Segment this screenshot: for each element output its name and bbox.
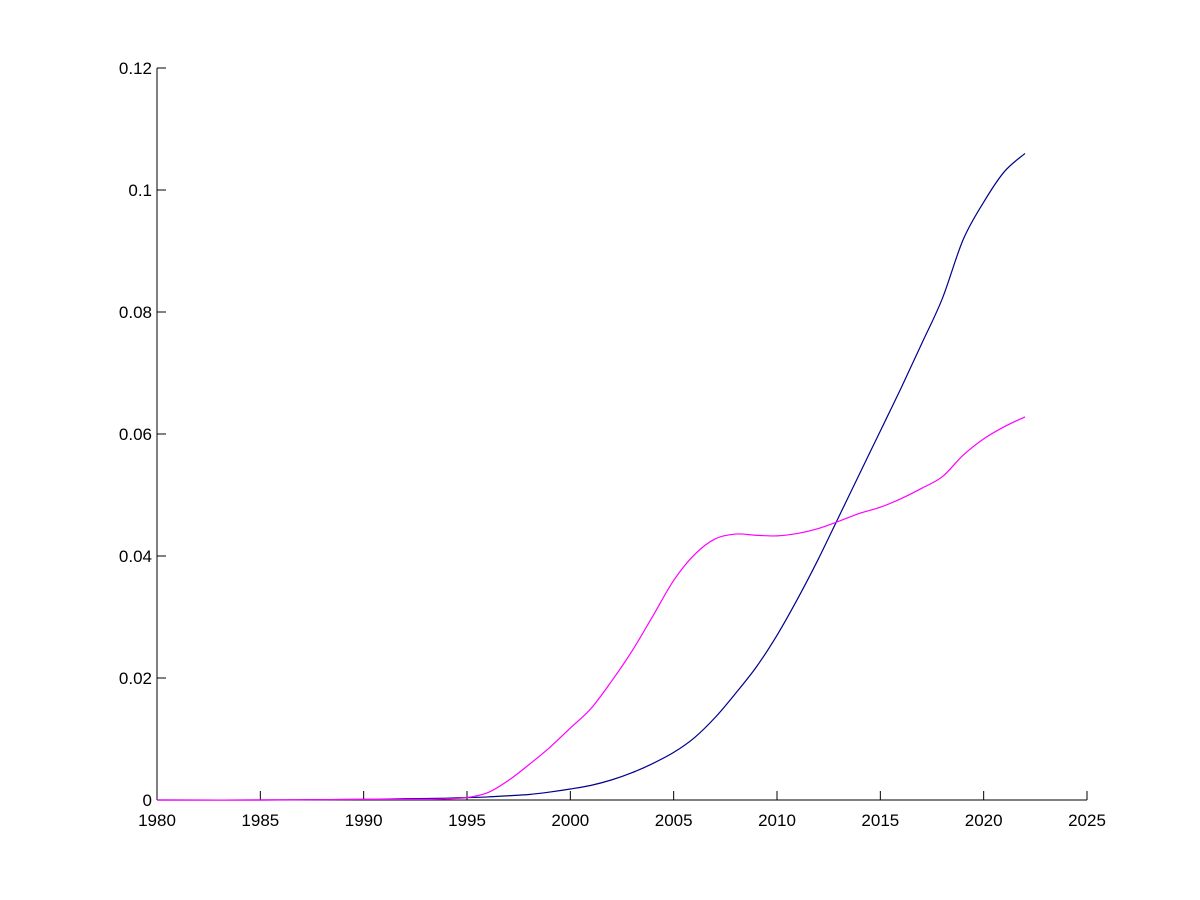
x-tick-label: 1995: [448, 811, 486, 830]
x-tick-label: 2025: [1068, 811, 1106, 830]
y-tick-label: 0: [143, 791, 152, 810]
x-tick-label: 2005: [655, 811, 693, 830]
x-tick-label: 1980: [138, 811, 176, 830]
series-line-1: [156, 152, 1026, 801]
x-tick-label: 2020: [965, 811, 1003, 830]
y-tick-label: 0.02: [119, 669, 152, 688]
x-tick-label: 2015: [861, 811, 899, 830]
series-line-2: [156, 416, 1026, 801]
x-tick-label: 1990: [345, 811, 383, 830]
axes: 1980 1985 1990 1995 2000 2005 2010 2015 2020 2025…: [119, 59, 1106, 830]
y-tick-label: 0.1: [128, 181, 152, 200]
y-tick-label: 0.08: [119, 303, 152, 322]
x-tick-label: 2000: [551, 811, 589, 830]
x-tick-label: 2010: [758, 811, 796, 830]
y-tick-label: 0.04: [119, 547, 152, 566]
y-tick-label: 0.12: [119, 59, 152, 78]
y-tick-label: 0.06: [119, 425, 152, 444]
x-tick-label: 1985: [241, 811, 279, 830]
series-layer: [156, 152, 1026, 801]
